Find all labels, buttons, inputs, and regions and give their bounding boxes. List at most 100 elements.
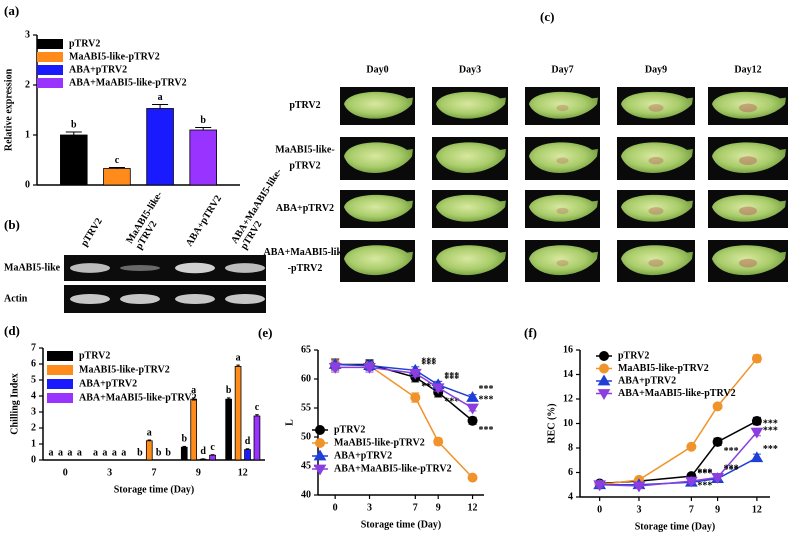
y-axis-label: Relative expression [3, 68, 14, 151]
y-tick-label: 1 [25, 129, 30, 140]
chilling-spot [648, 259, 664, 267]
significance-letter: d [200, 446, 206, 457]
marker [466, 391, 479, 402]
significance-letter: a [236, 352, 241, 363]
lane-label-line: ABA+pTRV2 [184, 194, 224, 249]
significance-label: *** [444, 397, 459, 408]
banana [344, 245, 413, 276]
banana [529, 142, 598, 173]
y-tick-label: 0 [31, 454, 36, 465]
bar [244, 449, 251, 461]
significance-label: *** [763, 425, 778, 436]
marker [712, 401, 723, 412]
marker [363, 363, 376, 374]
bar [253, 415, 261, 461]
banana [621, 194, 693, 222]
day-label: Day12 [734, 64, 761, 75]
x-tick-label: 12 [752, 504, 762, 515]
banana [436, 194, 506, 222]
row-label-line: MaABI5-like- [275, 145, 334, 156]
bar [60, 134, 88, 186]
legend-label: ABA+pTRV2 [79, 378, 137, 389]
legend-label: ABA+MaABI5-like-pTRV2 [69, 77, 187, 88]
marker [751, 416, 762, 427]
significance-label: *** [697, 467, 712, 478]
lane-label: MaABI5-like-pTRV2 [124, 190, 174, 252]
y-tick-label: 16 [563, 344, 573, 355]
bar [234, 365, 242, 461]
marker [751, 353, 762, 364]
significance-label: *** [763, 418, 778, 429]
significance-letter: a [58, 447, 63, 458]
chilling-spot [556, 157, 569, 164]
legend-label: ABA+pTRV2 [334, 450, 392, 461]
significance-letter: a [158, 92, 163, 103]
y-tick-label: 8 [568, 442, 573, 453]
banana [436, 91, 506, 119]
blot-band [70, 263, 110, 273]
marker [328, 363, 342, 374]
x-tick-label: 0 [333, 502, 338, 513]
blot-row-label: Actin [4, 293, 28, 304]
significance-letter: a [102, 447, 107, 458]
banana [436, 245, 506, 276]
x-tick-label: 7 [689, 504, 694, 515]
marker [433, 436, 444, 447]
bar [145, 440, 153, 461]
marker [685, 476, 698, 488]
chilling-spot [739, 156, 757, 166]
day-label: Day7 [551, 64, 573, 75]
banana [529, 194, 598, 222]
chilling-spot [739, 206, 757, 216]
significance-letter: a [77, 447, 82, 458]
bar [146, 108, 174, 186]
legend-label: MaABI5-like-pTRV2 [69, 51, 160, 62]
day-label: Day9 [645, 64, 667, 75]
bar [225, 398, 232, 461]
blot-band [120, 293, 160, 305]
significance-label: *** [421, 357, 436, 368]
blot-band [225, 263, 265, 273]
row-label: ABA+MaABI5-like -pTRV2 [264, 247, 347, 274]
x-tick-label: 12 [468, 502, 478, 513]
significance-label: *** [724, 464, 739, 475]
banana [436, 142, 506, 173]
day-label: Day0 [366, 64, 388, 75]
chilling-spot [648, 207, 664, 215]
row-label-line: -pTRV2 [288, 263, 323, 274]
significance-label: *** [697, 480, 712, 491]
legend-swatch [37, 52, 63, 62]
x-tick-label: 9 [436, 502, 441, 513]
significance-letter: a [93, 447, 98, 458]
legend-swatch [37, 39, 63, 49]
legend-swatch [37, 65, 63, 75]
y-tick-label: 3 [25, 29, 30, 40]
legend-label: pTRV2 [79, 350, 110, 361]
legend-marker [597, 389, 611, 400]
bar [189, 129, 217, 186]
legend-marker [597, 374, 611, 386]
panel-label: (d) [4, 323, 20, 338]
y-tick-label: 4 [31, 390, 36, 401]
row-label: MaABI5-like-pTRV2 [275, 145, 334, 172]
banana [529, 245, 598, 276]
legend-marker [315, 438, 325, 448]
marker [467, 415, 478, 426]
blot-band [225, 293, 265, 305]
legend-swatch [47, 365, 73, 375]
x-axis-label: Storage time (Day) [114, 484, 195, 495]
y-tick-label: 55 [301, 402, 311, 413]
legend-swatch [47, 351, 73, 361]
y-tick-label: 2 [25, 79, 30, 90]
y-tick-label: 3 [31, 406, 36, 417]
y-tick-label: 6 [568, 467, 573, 478]
legend-label: MaABI5-like-pTRV2 [334, 437, 425, 448]
lane-label: ABA+pTRV2 [184, 194, 224, 249]
x-tick-label: 12 [238, 467, 248, 478]
significance-letter: b [156, 447, 162, 458]
y-tick-label: 65 [301, 344, 311, 355]
legend-label: pTRV2 [618, 350, 649, 361]
row-label-line: pTRV2 [289, 100, 320, 111]
legend-label: ABA+MaABI5-like-pTRV2 [618, 388, 736, 399]
